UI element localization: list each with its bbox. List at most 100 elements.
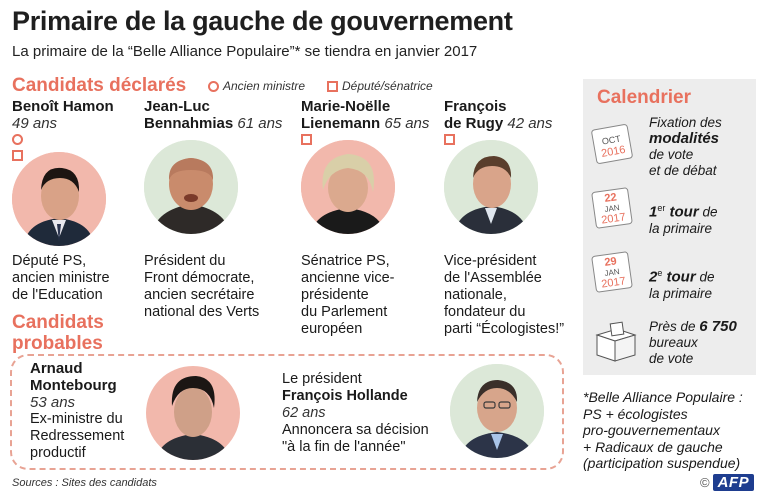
- desc-line: Ex-ministre du: [30, 411, 123, 427]
- footnote-line: pro-gouvernementaux: [583, 422, 720, 438]
- candidate-name: Marie-Noëlle: [301, 98, 391, 115]
- deputy-marker-icon: [12, 150, 23, 161]
- cal-num: 1: [649, 203, 658, 221]
- cal-line: bureaux: [649, 335, 698, 350]
- cal-rest: de: [695, 269, 715, 285]
- lienemann-portrait: [301, 140, 395, 234]
- afp-credit: © AFP: [700, 474, 755, 491]
- candidate-name-lienemann: Marie-Noëlle Lienemann 65 ans: [301, 98, 429, 132]
- cal-line: de vote: [649, 351, 694, 366]
- person-portrait-icon: [146, 366, 240, 460]
- hollande-intro: Le président: [282, 371, 362, 387]
- cal-year: 2017: [601, 211, 627, 226]
- cal-line: la primaire: [649, 285, 713, 301]
- candidate-name: Bennahmias: [144, 115, 234, 132]
- candidate-age: 61 ans: [237, 115, 283, 132]
- cal-rest: de: [698, 204, 718, 220]
- candidate-name: Lienemann: [301, 115, 381, 132]
- derugy-portrait: [444, 140, 538, 234]
- cal-bold: tour: [665, 203, 699, 221]
- cal-num: 2: [649, 268, 658, 286]
- candidate-name: François: [444, 98, 507, 115]
- candidate-name: Arnaud: [30, 360, 83, 377]
- probable-heading-line: probables: [12, 333, 103, 354]
- footnote-line: (participation suspendue): [583, 455, 741, 471]
- calendar-title: Calendrier: [597, 87, 691, 108]
- desc-line: fondateur du: [444, 304, 526, 320]
- desc-line: parti “Écologistes!”: [444, 321, 565, 337]
- cal-line: la primaire: [649, 220, 713, 236]
- cal-day: 22: [604, 191, 618, 205]
- source-note: Sources : Sites des candidats: [12, 477, 157, 489]
- candidate-name: Benoît Hamon: [12, 98, 114, 115]
- cal-line: Fixation des: [649, 115, 722, 130]
- former-minister-marker-icon: [12, 134, 23, 145]
- calendar-page-icon: 22 JAN 2017: [591, 187, 633, 229]
- cal-bold: 6 750: [699, 318, 737, 335]
- hollande-block: Le président François Hollande 62 ans An…: [282, 371, 429, 456]
- legend-former-minister-label: Ancien ministre: [223, 79, 306, 93]
- probable-heading: Candidats probables: [12, 312, 104, 354]
- calendar-item-4-text: Près de 6 750 bureaux de vote: [649, 319, 737, 367]
- person-portrait-icon: [301, 140, 395, 234]
- hamon-portrait: [12, 152, 106, 246]
- legend-deputy-label: Député/sénatrice: [342, 79, 433, 93]
- cal-day: 29: [604, 255, 618, 269]
- desc-line: ancienne vice-: [301, 270, 395, 286]
- copyright-symbol: ©: [700, 475, 710, 490]
- candidate-desc-montebourg: Ex-ministre du Redressement productif: [30, 411, 124, 462]
- person-portrait-icon: [144, 140, 238, 234]
- desc-line: ancien ministre: [12, 270, 110, 286]
- calendar-item-1-text: Fixation des modalités de vote et de déb…: [649, 115, 722, 179]
- cal-sup: er: [657, 203, 666, 213]
- probable-heading-line: Candidats: [12, 312, 104, 333]
- probable-candidates-box: [10, 354, 564, 470]
- square-marker-icon: [327, 80, 338, 92]
- afp-logo: AFP: [712, 474, 755, 491]
- declared-heading: Candidats déclarés: [12, 75, 187, 96]
- page-title: Primaire de la gauche de gouvernement: [12, 6, 513, 36]
- person-portrait-icon: [12, 152, 106, 246]
- candidate-age: 65 ans: [384, 115, 430, 132]
- deputy-marker-icon: [301, 134, 312, 145]
- desc-line: productif: [30, 445, 86, 461]
- montebourg-portrait: [146, 366, 240, 460]
- candidate-name: de Rugy: [444, 115, 504, 132]
- desc-line: national des Verts: [144, 304, 260, 320]
- person-portrait-icon: [444, 140, 538, 234]
- candidate-age: 53 ans: [30, 394, 76, 411]
- cal-bold: modalités: [649, 130, 720, 147]
- cal-month: JAN: [604, 267, 620, 278]
- page-subtitle: La primaire de la “Belle Alliance Popula…: [12, 43, 478, 60]
- hollande-portrait: [450, 364, 544, 458]
- cal-line: de vote: [649, 147, 694, 162]
- calendar-panel: Calendrier OCT 2016 Fixation des modalit…: [583, 79, 756, 375]
- candidate-age: 42 ans: [507, 115, 553, 132]
- calendar-item-3-text: 2e tour de la primaire: [649, 265, 714, 302]
- cal-month: JAN: [604, 203, 620, 214]
- desc-line: Président du: [144, 253, 226, 269]
- footnote-heading: *Belle Alliance Populaire :: [583, 389, 743, 405]
- person-portrait-icon: [450, 364, 544, 458]
- candidate-age: 49 ans: [12, 115, 58, 132]
- desc-line: européen: [301, 321, 363, 337]
- desc-line: du Parlement: [301, 304, 388, 320]
- deputy-marker-icon: [444, 134, 455, 145]
- calendar-page-icon: 29 JAN 2017: [591, 251, 633, 293]
- circle-marker-icon: [208, 80, 219, 92]
- footnote-line: + Radicaux de gauche: [583, 438, 723, 455]
- desc-line: de l'Assemblée: [444, 270, 542, 286]
- desc-line: Député PS,: [12, 253, 87, 269]
- cal-month: OCT: [601, 133, 622, 146]
- candidate-name: François Hollande: [282, 388, 408, 404]
- ballot-box-icon: [595, 321, 637, 362]
- legend-deputy: Député/sénatrice: [327, 79, 433, 93]
- candidate-name-montebourg: Arnaud Montebourg 53 ans: [30, 360, 117, 411]
- desc-line: Annoncera sa décision: [282, 422, 429, 438]
- candidate-age: 62 ans: [282, 405, 326, 421]
- cal-sup: e: [657, 268, 663, 278]
- desc-line: nationale,: [444, 287, 507, 303]
- cal-line: Près de: [649, 319, 696, 334]
- desc-line: "à la fin de l'année": [282, 439, 406, 455]
- desc-line: Front démocrate,: [144, 270, 255, 286]
